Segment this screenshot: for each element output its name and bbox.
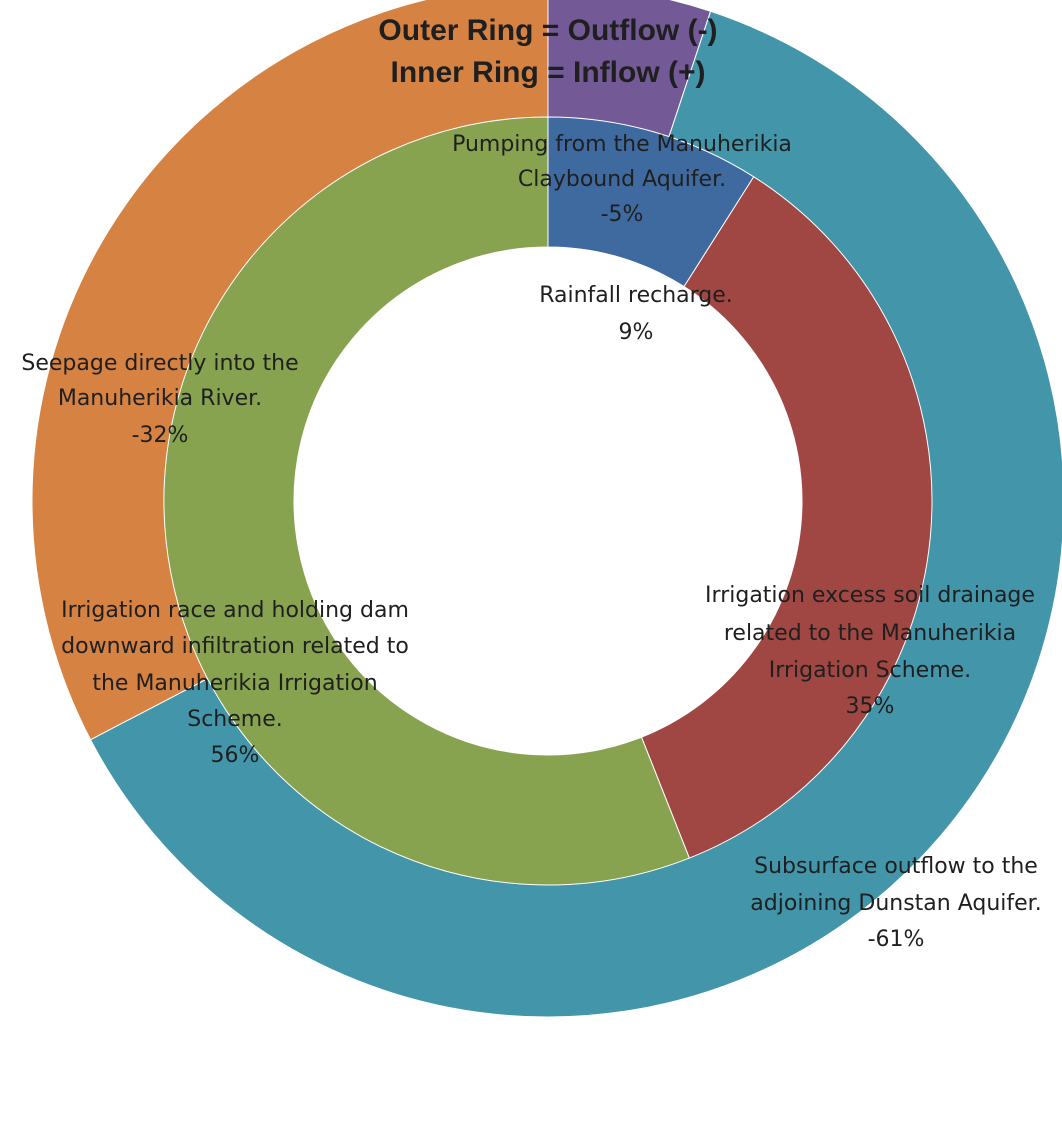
data-label-value: -61%: [868, 927, 925, 952]
data-label-value: 9%: [619, 320, 654, 345]
data-label-text: Irrigation Scheme.: [769, 658, 971, 683]
chart-title-line-2: Inner Ring = Inflow (+): [391, 56, 706, 89]
data-label-text: Irrigation race and holding dam: [61, 598, 409, 623]
data-label-irrigation-excess: Irrigation excess soil drainage related …: [705, 583, 1035, 719]
inner-ring-slice-2: [163, 116, 691, 886]
data-label-text: adjoining Dunstan Aquifer.: [750, 891, 1041, 916]
data-label-rainfall: Rainfall recharge. 9%: [539, 283, 733, 345]
data-label-text: Irrigation excess soil drainage: [705, 583, 1035, 608]
data-label-subsurface: Subsurface outflow to the adjoining Duns…: [750, 854, 1041, 952]
data-label-text: Scheme.: [187, 707, 283, 732]
data-label-text: Seepage directly into the: [21, 351, 298, 376]
data-label-seepage: Seepage directly into the Manuherikia Ri…: [21, 351, 298, 448]
data-label-value: 56%: [211, 743, 260, 768]
data-label-text: Pumping from the Manuherikia: [452, 132, 792, 157]
data-label-text: Subsurface outflow to the: [754, 854, 1038, 879]
inner-ring-inflow: [163, 116, 933, 886]
data-label-pumping: Pumping from the Manuherikia Claybound A…: [452, 132, 792, 227]
data-label-irrigation-race: Irrigation race and holding dam downward…: [61, 598, 409, 768]
chart-title-line-1: Outer Ring = Outflow (-): [378, 14, 717, 47]
data-label-value: 35%: [846, 694, 895, 719]
data-label-text: related to the Manuherikia: [724, 621, 1016, 646]
data-label-text: Rainfall recharge.: [539, 283, 733, 308]
data-label-text: Claybound Aquifer.: [518, 167, 726, 192]
inner-ring-slice-1: [640, 176, 933, 859]
data-label-value: -5%: [601, 202, 644, 227]
data-label-text: the Manuherikia Irrigation: [92, 671, 377, 696]
data-label-text: Manuherikia River.: [58, 386, 262, 411]
data-label-value: -32%: [132, 423, 189, 448]
chart-title: Outer Ring = Outflow (-) Inner Ring = In…: [378, 14, 717, 89]
data-label-text: downward infiltration related to: [61, 634, 409, 659]
